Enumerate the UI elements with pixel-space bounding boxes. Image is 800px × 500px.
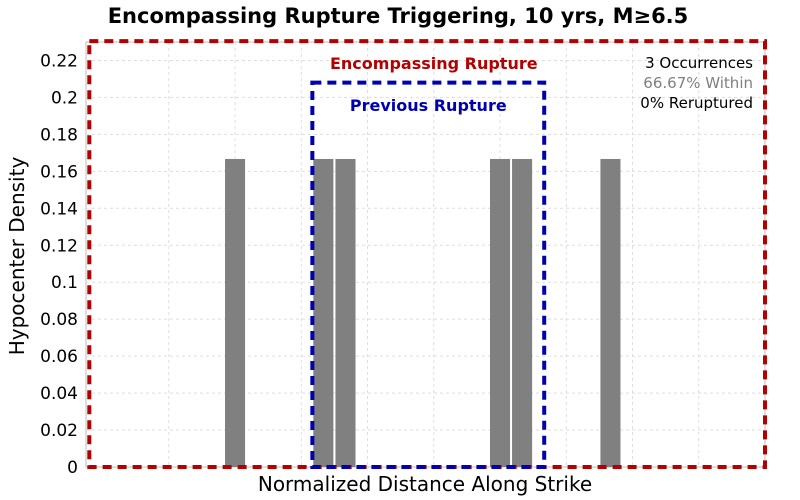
annotation-text: 0% Reruptured: [640, 94, 753, 112]
annotation-text: 66.67% Within: [643, 74, 753, 92]
y-tick-label: 0.04: [40, 384, 78, 404]
y-tick-label: 0.02: [40, 421, 78, 441]
y-tick-label: 0.2: [51, 88, 78, 108]
bar: [512, 158, 533, 467]
previous-rupture-box: [310, 80, 547, 470]
plot-frame: [85, 41, 766, 468]
y-tick-label: 0.06: [40, 347, 78, 367]
y-tick-label: 0.14: [40, 199, 78, 219]
y-tick-label: 0.1: [51, 273, 78, 293]
bar: [335, 158, 356, 467]
grid: [86, 42, 765, 467]
chart-title: Encompassing Rupture Triggering, 10 yrs,…: [108, 4, 689, 28]
bar: [489, 158, 511, 467]
annotations: 3 Occurrences 66.67% Within 0% Reruptured: [640, 54, 753, 112]
y-tick-label: 0.18: [40, 125, 78, 145]
regions: Encompassing Rupture Previous Rupture: [87, 39, 767, 470]
y-tick-label: 0.08: [40, 310, 78, 330]
bars: [225, 158, 621, 467]
previous-rupture-label: Previous Rupture: [350, 96, 507, 115]
encompassing-rupture-box: [87, 39, 767, 470]
y-axis-label: Hypocenter Density: [5, 157, 29, 356]
encompassing-rupture-label: Encompassing Rupture: [330, 54, 538, 73]
y-tick-label: 0: [67, 458, 78, 478]
bar: [225, 158, 246, 467]
bar: [313, 158, 334, 467]
bar: [600, 158, 621, 467]
y-tick-label: 0.16: [40, 162, 78, 182]
annotation-text: 3 Occurrences: [645, 54, 753, 72]
y-tick-label: 0.22: [40, 51, 78, 71]
x-axis-label: Normalized Distance Along Strike: [258, 472, 592, 496]
y-axis-ticks: 0 0.02 0.04 0.06 0.08 0.1 0.12 0.14 0.16 0.18 0.2 0…: [40, 51, 78, 478]
y-tick-label: 0.12: [40, 236, 78, 256]
plot-background: [85, 41, 766, 468]
